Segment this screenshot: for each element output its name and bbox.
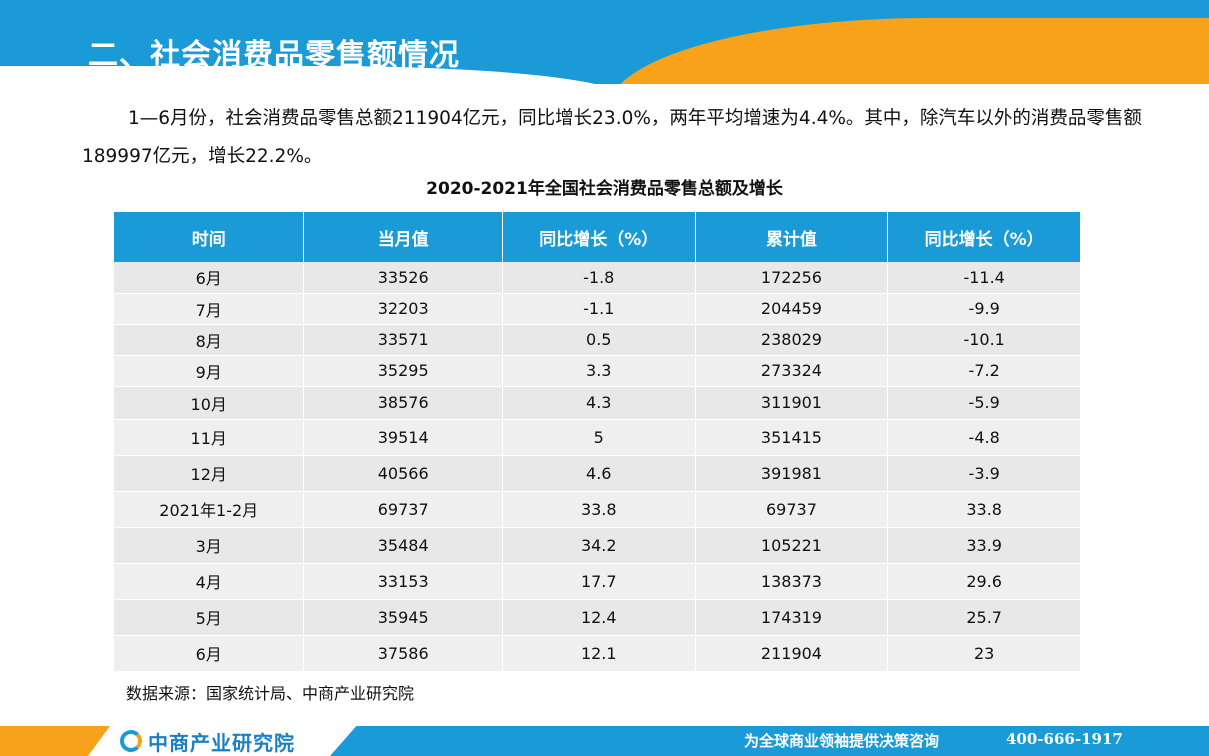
cell-time: 3月	[114, 527, 305, 564]
cell-monthly-value: 35295	[303, 355, 503, 387]
cell-monthly-value: 38576	[303, 386, 503, 420]
table-header-row: 时间 当月值 同比增长（%） 累计值 同比增长（%）	[114, 212, 1080, 262]
intro-paragraph: 1—6月份，社会消费品零售总额211904亿元，同比增长23.0%，两年平均增速…	[82, 108, 1142, 167]
cell-cumulative-value: 105221	[695, 527, 889, 564]
footer-slogan: 为全球商业领袖提供决策咨询	[744, 732, 940, 750]
company-logo: 中商产业研究院	[120, 726, 295, 756]
cell-monthly-value: 35484	[303, 527, 503, 564]
cell-cumulative-value: 69737	[695, 491, 889, 528]
cell-time: 11月	[114, 419, 305, 456]
cell-cumulative-growth: 25.7	[887, 599, 1080, 636]
cell-time: 5月	[114, 599, 305, 636]
data-source-note: 数据来源：国家统计局、中商产业研究院	[126, 684, 415, 703]
table-row: 11月 39514 5 351415 -4.8	[114, 419, 1080, 456]
cell-cumulative-growth: 33.9	[887, 527, 1080, 564]
cell-time: 7月	[114, 293, 305, 325]
cell-monthly-value: 37586	[303, 635, 503, 672]
cell-monthly-growth: 33.8	[502, 491, 696, 528]
logo-text: 中商产业研究院	[148, 730, 295, 755]
cell-time: 9月	[114, 355, 305, 387]
cell-cumulative-growth: 29.6	[887, 563, 1080, 600]
cell-cumulative-value: 238029	[695, 324, 889, 356]
column-header-cumulative-growth: 同比增长（%）	[887, 212, 1080, 262]
table-row: 12月 40566 4.6 391981 -3.9	[114, 455, 1080, 492]
table-title: 2020-2021年全国社会消费品零售总额及增长	[426, 179, 783, 199]
cell-monthly-growth: 4.3	[502, 386, 696, 420]
column-header-monthly-value: 当月值	[303, 212, 503, 262]
cell-cumulative-growth: -9.9	[887, 293, 1080, 325]
cell-monthly-value: 40566	[303, 455, 503, 492]
cell-time: 12月	[114, 455, 305, 492]
cell-monthly-value: 33153	[303, 563, 503, 600]
cell-time: 6月	[114, 262, 305, 294]
cell-monthly-value: 33571	[303, 324, 503, 356]
cell-monthly-value: 35945	[303, 599, 503, 636]
cell-cumulative-value: 351415	[695, 419, 889, 456]
cell-cumulative-value: 211904	[695, 635, 889, 672]
cell-cumulative-value: 204459	[695, 293, 889, 325]
cell-monthly-growth: 12.1	[502, 635, 696, 672]
cell-monthly-growth: 17.7	[502, 563, 696, 600]
cell-cumulative-growth: 33.8	[887, 491, 1080, 528]
table-row: 7月 32203 -1.1 204459 -9.9	[114, 293, 1080, 325]
cell-monthly-value: 69737	[303, 491, 503, 528]
table-row: 9月 35295 3.3 273324 -7.2	[114, 355, 1080, 387]
column-header-cumulative-value: 累计值	[695, 212, 889, 262]
column-header-monthly-growth: 同比增长（%）	[502, 212, 696, 262]
footer-orange-shape	[0, 726, 110, 756]
cell-monthly-value: 39514	[303, 419, 503, 456]
cell-cumulative-value: 273324	[695, 355, 889, 387]
cell-time: 2021年1-2月	[114, 491, 305, 528]
column-header-time: 时间	[114, 212, 305, 262]
cell-cumulative-value: 311901	[695, 386, 889, 420]
table-row: 6月 37586 12.1 211904 23	[114, 635, 1080, 672]
cell-cumulative-growth: -5.9	[887, 386, 1080, 420]
header-orange-shape	[609, 18, 1209, 84]
cell-cumulative-value: 138373	[695, 563, 889, 600]
footer-blue-band	[330, 726, 1209, 756]
table-row: 4月 33153 17.7 138373 29.6	[114, 563, 1080, 600]
logo-icon	[120, 730, 142, 752]
cell-time: 10月	[114, 386, 305, 420]
cell-cumulative-growth: -10.1	[887, 324, 1080, 356]
page-title: 二、社会消费品零售额情况	[88, 38, 460, 73]
table-row: 5月 35945 12.4 174319 25.7	[114, 599, 1080, 636]
footer-phone: 400-666-1917	[1006, 730, 1123, 748]
cell-monthly-value: 32203	[303, 293, 503, 325]
cell-cumulative-growth: -3.9	[887, 455, 1080, 492]
cell-monthly-growth: 34.2	[502, 527, 696, 564]
cell-monthly-growth: -1.8	[502, 262, 696, 294]
cell-time: 8月	[114, 324, 305, 356]
cell-monthly-value: 33526	[303, 262, 503, 294]
retail-sales-table: 时间 当月值 同比增长（%） 累计值 同比增长（%） 6月 33526 -1.8…	[114, 212, 1080, 672]
cell-monthly-growth: 0.5	[502, 324, 696, 356]
cell-monthly-growth: 3.3	[502, 355, 696, 387]
footer-bar: 中商产业研究院 为全球商业领袖提供决策咨询 400-666-1917	[0, 722, 1209, 756]
table-row: 2021年1-2月 69737 33.8 69737 33.8	[114, 491, 1080, 528]
cell-monthly-growth: 4.6	[502, 455, 696, 492]
table-row: 10月 38576 4.3 311901 -5.9	[114, 386, 1080, 420]
cell-cumulative-growth: -4.8	[887, 419, 1080, 456]
cell-cumulative-value: 172256	[695, 262, 889, 294]
cell-cumulative-value: 174319	[695, 599, 889, 636]
cell-monthly-growth: 12.4	[502, 599, 696, 636]
header-banner: 二、社会消费品零售额情况	[0, 0, 1209, 84]
cell-cumulative-value: 391981	[695, 455, 889, 492]
cell-cumulative-growth: -11.4	[887, 262, 1080, 294]
table-row: 6月 33526 -1.8 172256 -11.4	[114, 262, 1080, 294]
table-row: 8月 33571 0.5 238029 -10.1	[114, 324, 1080, 356]
cell-cumulative-growth: 23	[887, 635, 1080, 672]
cell-monthly-growth: -1.1	[502, 293, 696, 325]
cell-cumulative-growth: -7.2	[887, 355, 1080, 387]
table-row: 3月 35484 34.2 105221 33.9	[114, 527, 1080, 564]
cell-time: 4月	[114, 563, 305, 600]
cell-time: 6月	[114, 635, 305, 672]
header-white-curve	[0, 66, 620, 84]
cell-monthly-growth: 5	[502, 419, 696, 456]
